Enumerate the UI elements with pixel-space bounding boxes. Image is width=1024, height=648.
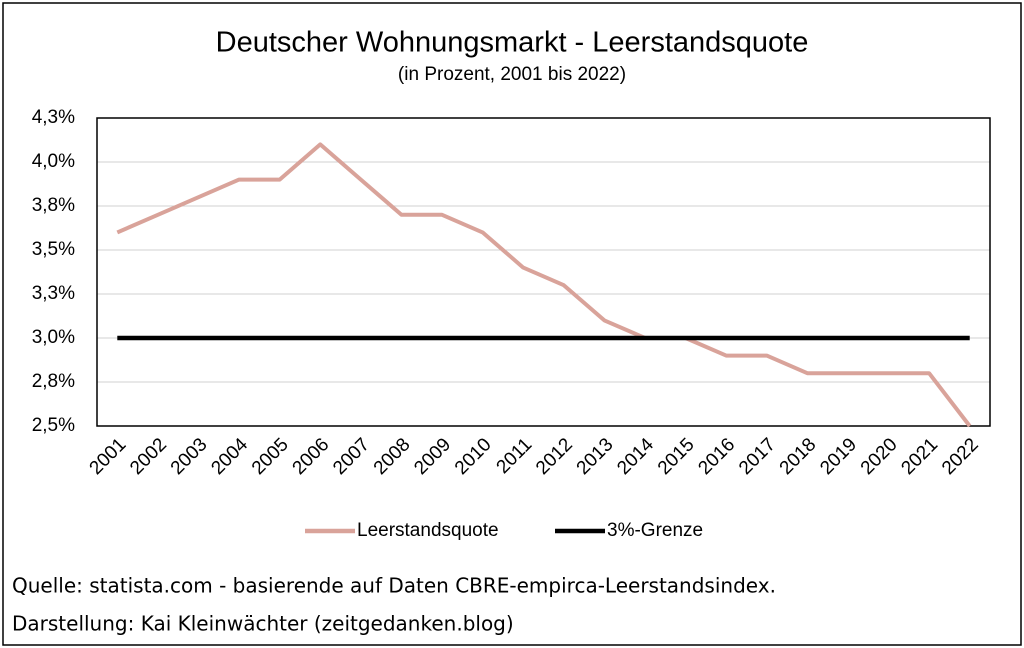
legend-label: 3%-Grenze <box>607 520 703 541</box>
plot-border <box>96 117 991 427</box>
chart-subtitle: (in Prozent, 2001 bis 2022) <box>398 64 626 85</box>
y-tick-label: 3,5% <box>32 239 75 260</box>
legend-label: Leerstandsquote <box>357 520 499 541</box>
credit-note: Darstellung: Kai Kleinwächter (zeitgedan… <box>12 612 514 636</box>
y-tick-label: 4,3% <box>32 107 75 128</box>
y-tick-label: 2,8% <box>32 371 75 392</box>
chart-title: Deutscher Wohnungsmarkt - Leerstandsquot… <box>216 27 809 59</box>
y-tick-label: 2,5% <box>32 415 75 436</box>
y-tick-label: 3,3% <box>32 283 75 304</box>
series-line <box>116 142 972 428</box>
y-tick-label: 3,0% <box>32 327 75 348</box>
source-note: Quelle: statista.com - basierende auf Da… <box>12 574 776 598</box>
y-tick-label: 4,0% <box>32 151 75 172</box>
y-tick-label: 3,8% <box>32 195 75 216</box>
